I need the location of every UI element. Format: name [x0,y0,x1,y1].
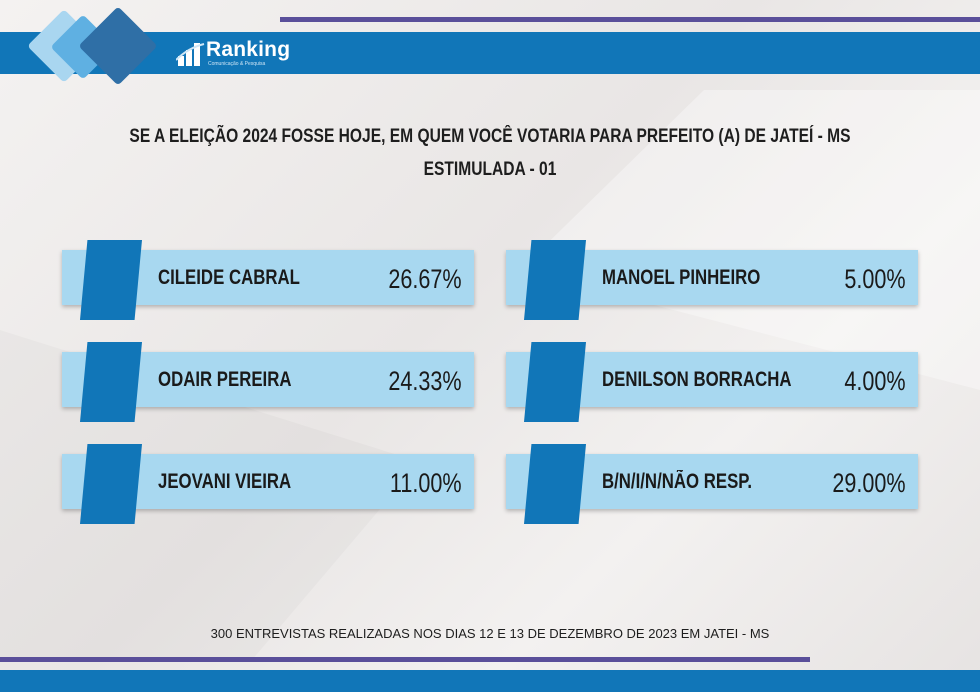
result-card: CILEIDE CABRAL 26.67% [62,240,474,320]
candidate-name: DENILSON BORRACHA [602,368,792,391]
candidate-name: B/N/I/N/NÃO RESP. [602,470,752,493]
result-card: ODAIR PEREIRA 24.33% [62,342,474,422]
result-tab [80,342,142,422]
result-card: MANOEL PINHEIRO 5.00% [506,240,918,320]
top-accent-line [280,17,980,22]
chart-title: SE A ELEIÇÃO 2024 FOSSE HOJE, EM QUEM VO… [129,126,851,147]
candidate-name: JEOVANI VIEIRA [158,470,292,493]
brand-tagline: Comunicação & Pesquisa [208,61,266,67]
result-tab [524,444,586,524]
footer-band [0,670,980,692]
result-tab [80,240,142,320]
result-card: JEOVANI VIEIRA 11.00% [62,444,474,524]
brand-logo: Ranking Comunicação & Pesquisa [176,38,296,70]
candidate-name: ODAIR PEREIRA [158,368,292,391]
result-tab [80,444,142,524]
bar-chart-icon [176,43,205,66]
candidate-percentage: 26.67% [388,264,462,294]
candidate-percentage: 29.00% [832,468,906,498]
brand-name: Ranking [206,38,291,61]
chart-subtitle: ESTIMULADA - 01 [423,159,557,180]
candidate-percentage: 4.00% [844,366,906,396]
bottom-accent-line [0,657,810,662]
header-band [0,32,980,74]
candidate-name: MANOEL PINHEIRO [602,266,761,289]
candidate-name: CILEIDE CABRAL [158,266,300,289]
candidate-percentage: 11.00% [390,468,462,498]
candidate-percentage: 5.00% [844,264,906,294]
candidate-percentage: 24.33% [388,366,462,396]
result-tab [524,342,586,422]
result-card: B/N/I/N/NÃO RESP. 29.00% [506,444,918,524]
result-card: DENILSON BORRACHA 4.00% [506,342,918,422]
result-tab [524,240,586,320]
survey-footnote: 300 ENTREVISTAS REALIZADAS NOS DIAS 12 E… [210,626,770,641]
